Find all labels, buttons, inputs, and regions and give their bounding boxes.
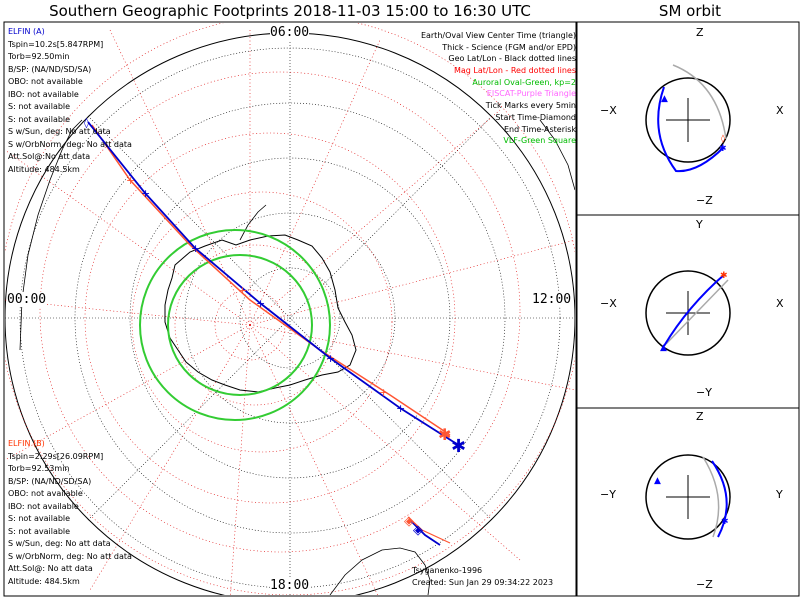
- orbit1-left-label: −X: [600, 104, 617, 117]
- model-name: Tsyganenko-1996: [412, 566, 483, 575]
- elfin-a-line: B/SP: (NA/ND/SD/SA): [8, 64, 92, 74]
- sm-orbit-title: SM orbit: [658, 2, 722, 20]
- elfin-b-start-diamond: ◈: [404, 514, 414, 529]
- svg-text:✱: ✱: [719, 144, 727, 154]
- auroral-oval: [139, 229, 331, 421]
- elfin-b-line: S: not available: [8, 514, 71, 523]
- elfin-a-name: ELFIN (A): [8, 27, 45, 36]
- elfin-b-line: Altitude: 484.5km: [8, 576, 80, 586]
- orbit3-top-label: Z: [696, 410, 704, 423]
- svg-text:▲: ▲: [661, 94, 668, 104]
- elfin-b-tick: +: [379, 386, 388, 399]
- mag-grid: [5, 23, 575, 595]
- svg-text:▲: ▲: [654, 476, 661, 486]
- legend-entry: EISCAT-Purple Triangle: [486, 89, 576, 99]
- svg-text:✱: ✱: [721, 517, 729, 527]
- elfin-a-line: S w/OrbNorm, deg: No att data: [8, 139, 132, 149]
- clock-label-left: 00:00: [7, 292, 47, 307]
- orbit1-top-label: Z: [696, 26, 704, 39]
- elfin-a-tick: +: [326, 352, 335, 365]
- legend: Earth/Oval View Center Time (triangle) Th…: [421, 30, 576, 147]
- elfin-tracks: + + + + + + + + ✱✱ ◊ ◈◈: [84, 117, 466, 546]
- elfin-b-end-asterisk: ✱: [438, 425, 451, 444]
- clock-label-right: 12:00: [532, 292, 572, 307]
- orbit3-bottom-label: −Z: [696, 578, 713, 591]
- elfin-a-line: Altitude: 484.5km: [8, 164, 80, 174]
- legend-entry: Auroral Oval-Green, kp=2: [472, 77, 576, 87]
- orbit3-right-label: Y: [776, 488, 783, 501]
- elfin-b-line: Tspin=2.29s[26.09RPM]: [8, 451, 104, 461]
- legend-entry: End Time-Asterisk: [503, 124, 576, 134]
- legend-entry: Mag Lat/Lon - Red dotted lines: [453, 66, 576, 76]
- elfin-b-tick: +: [126, 174, 135, 187]
- map-frame: [3, 21, 577, 597]
- elfin-a-tick: +: [396, 402, 405, 415]
- elfin-a-track-2: [409, 519, 441, 546]
- elfin-a-start-diamond-2: ◈: [413, 523, 423, 538]
- elfin-a-line: S w/Sun, deg: No att data: [8, 127, 111, 136]
- elfin-a-line: Tspin=10.2s[5.847RPM]: [8, 39, 104, 49]
- legend-entry: Thick - Science (FGM and/or EPD): [442, 42, 576, 52]
- elfin-a-tick: +: [141, 187, 150, 200]
- plot-title: Southern Geographic Footprints 2018-11-0…: [49, 2, 531, 20]
- orbit-panel-yz: ▲ ✱: [645, 454, 731, 540]
- svg-text:▲: ▲: [660, 343, 667, 353]
- elfin-a-track: [87, 121, 461, 447]
- legend-entry: Start Time-Diamond: [495, 112, 576, 122]
- orbit1-bottom-label: −Z: [696, 194, 713, 207]
- svg-text:✱: ✱: [720, 271, 728, 281]
- elfin-a-start-diamond: ◊: [84, 117, 89, 129]
- elfin-b-line: S w/Sun, deg: No att data: [8, 539, 111, 548]
- elfin-b-tick: +: [238, 284, 247, 297]
- orbit3-left-label: −Y: [600, 488, 616, 501]
- elfin-a-line: IBO: not available: [8, 89, 79, 99]
- elfin-b-line: S w/OrbNorm, deg: No att data: [8, 551, 132, 561]
- orbit1-right-label: X: [776, 104, 784, 117]
- elfin-b-line: S: not available: [8, 526, 71, 536]
- australia-coastline: [329, 547, 431, 595]
- elfin-a-tick: +: [256, 297, 265, 310]
- africa-coastline: [539, 119, 575, 191]
- elfin-b-line: B/SP: (NA/ND/SD/SA): [8, 476, 92, 486]
- elfin-b-line: Att.Sol@: No att data: [8, 564, 93, 573]
- legend-entry: VLF-Green Square: [503, 136, 576, 146]
- legend-entry: Geo Lat/Lon - Black dotted lines: [448, 54, 576, 64]
- clock-label-bottom: 18:00: [270, 578, 310, 593]
- antarctic-peninsula: [239, 204, 267, 241]
- elfin-a-tick: +: [191, 242, 200, 255]
- created-timestamp: Created: Sun Jan 29 09:34:22 2023: [412, 578, 554, 587]
- footer: Tsyganenko-1996 Created: Sun Jan 29 09:3…: [412, 565, 553, 589]
- elfin-b-line: IBO: not available: [8, 501, 79, 511]
- orbit2-bottom-label: −Y: [696, 386, 712, 399]
- orbit-panel-xy: ▲ ✱: [645, 270, 731, 356]
- elfin-b-line: OBO: not available: [8, 489, 83, 498]
- orbit2-right-label: X: [776, 297, 784, 310]
- orbit-frame-3: [576, 407, 800, 597]
- elfin-a-line: Att.Sol@:No att data: [8, 152, 91, 161]
- elfin-a-line: Torb=92.50min: [8, 52, 70, 61]
- clock-label-top: 06:00: [270, 25, 310, 40]
- orbit2-left-label: −X: [600, 297, 617, 310]
- svg-text:◊: ◊: [721, 134, 725, 143]
- legend-entry: Earth/Oval View Center Time (triangle): [420, 31, 576, 40]
- elfin-a-line: OBO: not available: [8, 77, 83, 86]
- elfin-b-track-2: [407, 516, 451, 544]
- orbit-panel-xz: ▲ ◊ ✱: [645, 64, 731, 173]
- elfin-b-name: ELFIN (B): [8, 439, 45, 448]
- elfin-b-track: [91, 124, 451, 436]
- orbit2-top-label: Y: [696, 218, 703, 231]
- elfin-a-info: ELFIN (A) Tspin=10.2s[5.847RPM] Torb=92.…: [8, 26, 132, 176]
- elfin-a-line: S: not available: [8, 114, 71, 124]
- elfin-a-line: S: not available: [8, 102, 71, 111]
- elfin-b-info: ELFIN (B) Tspin=2.29s[26.09RPM] Torb=92.…: [8, 438, 132, 588]
- legend-entry: Tick Marks every 5min: [485, 101, 576, 111]
- elfin-a-end-asterisk: ✱: [451, 436, 466, 457]
- elfin-b-line: Torb=92.53min: [8, 464, 70, 473]
